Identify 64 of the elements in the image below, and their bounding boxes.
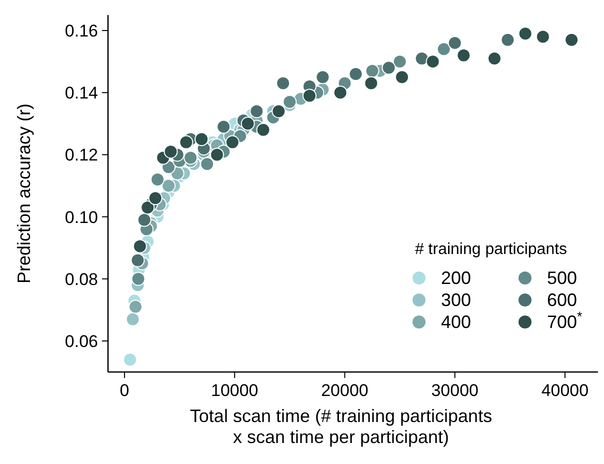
point xyxy=(225,135,240,150)
point xyxy=(194,132,209,146)
legend-label: 600 xyxy=(547,290,578,310)
y-tick-label: 0.08 xyxy=(64,270,98,289)
point xyxy=(395,70,409,84)
point xyxy=(200,157,214,172)
y-axis-title: Prediction accuracy (r) xyxy=(14,103,34,284)
point xyxy=(348,66,363,81)
point xyxy=(131,272,146,286)
y-tick-label: 0.12 xyxy=(64,146,98,165)
point xyxy=(137,212,152,227)
y-tick-label: 0.14 xyxy=(64,84,98,103)
legend-label: 700$^{*}$ xyxy=(547,308,584,332)
point xyxy=(382,60,396,75)
point xyxy=(132,239,147,254)
point xyxy=(184,150,198,165)
point xyxy=(365,64,380,78)
x-tick-label: 30000 xyxy=(431,381,478,400)
point xyxy=(256,122,270,137)
x-axis-title: Total scan time (# training participants x scan time per participant) xyxy=(190,406,492,447)
point xyxy=(126,312,140,326)
y-tick-label: 0.10 xyxy=(64,208,98,227)
legend-label: 300 xyxy=(441,290,472,310)
point xyxy=(448,36,462,50)
point xyxy=(364,76,378,90)
point xyxy=(436,42,451,56)
point xyxy=(518,26,532,41)
point xyxy=(162,178,176,193)
point xyxy=(536,30,550,44)
point xyxy=(210,148,224,162)
point xyxy=(316,70,330,84)
point xyxy=(276,76,290,90)
point xyxy=(250,104,264,118)
point xyxy=(128,300,143,314)
x-tick-label: 20000 xyxy=(321,381,368,400)
point xyxy=(130,253,145,268)
point xyxy=(414,51,429,66)
point xyxy=(302,88,317,103)
point xyxy=(487,51,502,66)
legend-label: 400 xyxy=(441,312,472,332)
y-tick-label: 0.16 xyxy=(64,22,98,41)
point xyxy=(392,54,407,69)
point xyxy=(240,116,255,131)
point xyxy=(564,32,579,47)
point xyxy=(179,135,194,150)
point xyxy=(282,94,297,109)
point xyxy=(150,172,165,187)
point xyxy=(500,32,515,47)
x-tick-label: 10000 xyxy=(210,381,258,400)
y-tick-label: 0.06 xyxy=(64,332,98,351)
point xyxy=(164,144,178,159)
x-tick-label: 40000 xyxy=(541,381,589,400)
point xyxy=(140,200,155,214)
point xyxy=(333,86,348,100)
point xyxy=(456,48,471,62)
point xyxy=(216,120,231,134)
legend-label: 500 xyxy=(547,268,578,288)
legend-title: # training participants xyxy=(414,241,568,258)
point xyxy=(426,54,440,69)
point xyxy=(123,352,138,367)
point xyxy=(272,104,286,118)
point xyxy=(148,191,162,206)
x-tick-label: 0 xyxy=(120,381,130,400)
legend-label: 200 xyxy=(441,268,472,288)
